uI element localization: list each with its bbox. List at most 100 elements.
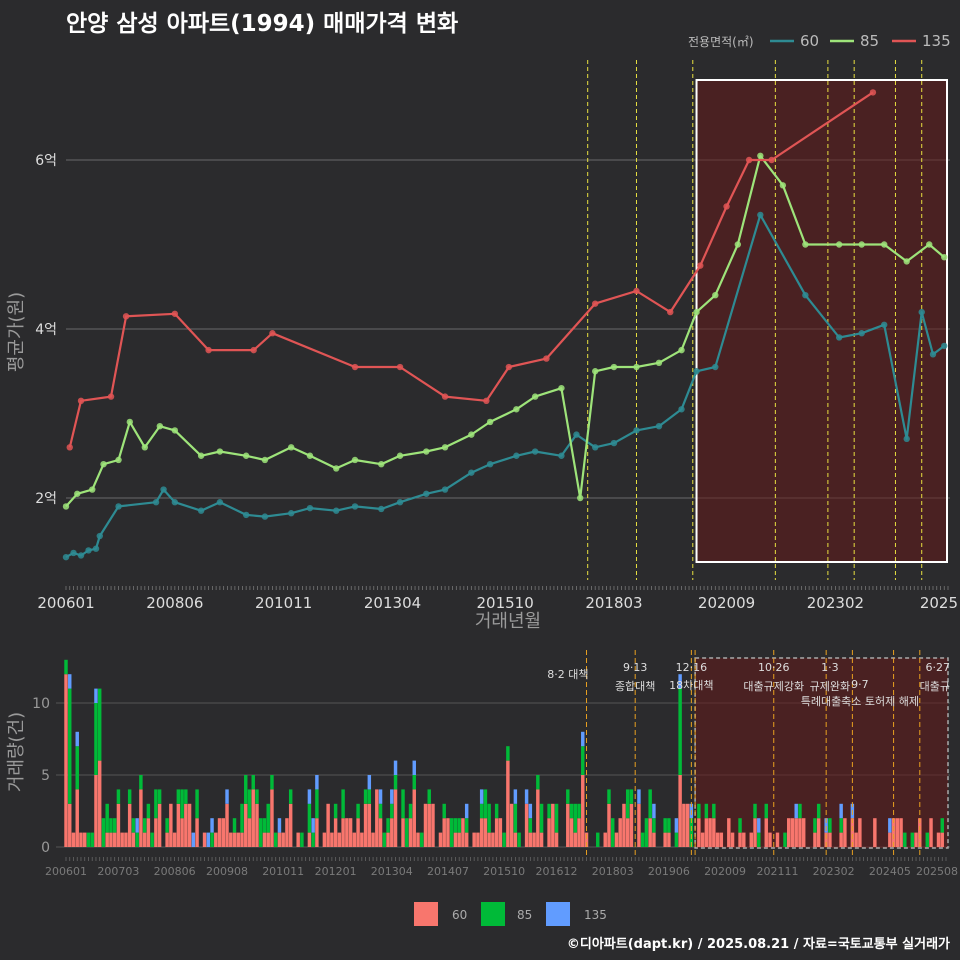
series-135-point bbox=[592, 300, 599, 307]
volume-bar-60 bbox=[940, 832, 944, 847]
volume-bar-60 bbox=[154, 818, 158, 847]
volume-bar-60 bbox=[888, 832, 892, 847]
volume-bar-60 bbox=[109, 832, 113, 847]
series-85-point bbox=[693, 308, 700, 316]
series-60 bbox=[62, 211, 948, 561]
volume-bar-85 bbox=[266, 803, 270, 833]
volume-bar-60 bbox=[386, 832, 390, 847]
volume-bar-60 bbox=[854, 832, 858, 847]
x-tick-label: 202302 bbox=[813, 865, 855, 878]
volume-bar-85 bbox=[97, 688, 102, 761]
volume-bar-60 bbox=[68, 803, 72, 847]
volume-bar-85 bbox=[689, 818, 694, 847]
volume-bar-60 bbox=[64, 674, 68, 847]
volume-bar-60 bbox=[730, 832, 735, 847]
volume-bar-85 bbox=[569, 803, 574, 819]
volume-bar-60 bbox=[487, 832, 491, 847]
series-85-point bbox=[592, 368, 599, 375]
legend-85-label: 85 bbox=[860, 32, 879, 50]
volume-bar-60 bbox=[873, 818, 877, 847]
volume-bar-85 bbox=[816, 803, 821, 819]
volume-bar-60 bbox=[524, 803, 529, 847]
volume-bar-60 bbox=[322, 832, 327, 847]
series-60-point bbox=[62, 553, 70, 561]
volume-bar-85 bbox=[577, 803, 581, 819]
x-tick-label: 201407 bbox=[427, 865, 469, 878]
series-60-point bbox=[592, 444, 599, 451]
series-60-point bbox=[693, 368, 700, 375]
volume-bar-60 bbox=[749, 832, 753, 847]
series-85-point bbox=[423, 448, 430, 455]
series-135-point bbox=[205, 346, 212, 354]
x-tick-label: 201510 bbox=[476, 594, 533, 612]
volume-bar-60 bbox=[217, 818, 222, 847]
volume-bar-60 bbox=[603, 832, 607, 847]
volume-bar-85 bbox=[648, 789, 652, 819]
legend-60-label: 60 bbox=[800, 32, 819, 50]
volume-bar-60 bbox=[528, 832, 533, 847]
series-85-point bbox=[141, 444, 149, 451]
series-85-point bbox=[678, 346, 685, 354]
volume-bar-60 bbox=[266, 832, 270, 847]
volume-bar-85 bbox=[674, 832, 679, 847]
series-135-point bbox=[396, 363, 404, 371]
volume-bar-85 bbox=[528, 818, 533, 833]
volume-bar-60 bbox=[236, 832, 240, 847]
x-tick-label: 201612 bbox=[536, 865, 578, 878]
series-60-point bbox=[261, 513, 269, 520]
series-60-point bbox=[333, 507, 340, 514]
volume-bar-60 bbox=[513, 832, 518, 847]
volume-bar-60 bbox=[337, 832, 342, 847]
volume-bar-60 bbox=[828, 832, 832, 847]
volume-bar-60 bbox=[768, 832, 772, 847]
volume-bar-60 bbox=[416, 832, 420, 847]
volume-bar-60 bbox=[648, 818, 652, 847]
top-legend: 전용면적(㎡) 60 85 135 bbox=[688, 32, 951, 50]
volume-bar-60 bbox=[895, 818, 900, 847]
volume-bar-60 bbox=[461, 818, 465, 847]
volume-bar-60 bbox=[813, 832, 817, 847]
volume-bar-60 bbox=[112, 832, 117, 847]
legend-135-label: 135 bbox=[922, 32, 951, 50]
x-tick-label: 202111 bbox=[756, 865, 798, 878]
series-60-point bbox=[306, 504, 314, 512]
volume-bar-60 bbox=[71, 832, 76, 847]
volume-bar-85 bbox=[738, 818, 742, 833]
series-60-point bbox=[423, 490, 430, 497]
volume-bar-85 bbox=[232, 818, 237, 833]
series-60-point bbox=[941, 342, 948, 350]
volume-bar-60 bbox=[345, 818, 349, 847]
volume-bar-135 bbox=[277, 818, 282, 833]
volume-bar-60 bbox=[618, 818, 622, 847]
volume-bar-60 bbox=[637, 803, 641, 847]
volume-bar-85 bbox=[105, 803, 109, 833]
series-60-point bbox=[197, 507, 205, 514]
series-60-point bbox=[678, 406, 685, 413]
series-85-point bbox=[216, 448, 224, 455]
volume-bar-60 bbox=[356, 818, 360, 847]
volume-bar-85 bbox=[154, 789, 158, 819]
volume-bar-60 bbox=[509, 803, 514, 847]
volume-bar-60 bbox=[483, 818, 488, 847]
volume-bar-60 bbox=[491, 832, 495, 847]
volume-bar-60 bbox=[858, 818, 862, 847]
volume-bar-85 bbox=[420, 832, 424, 847]
volume-bar-85 bbox=[903, 832, 907, 847]
volume-bar-60 bbox=[532, 832, 536, 847]
volume-bar-85 bbox=[315, 789, 319, 819]
policy-annotation: 12·16 bbox=[676, 661, 708, 674]
volume-bar-85 bbox=[150, 832, 154, 847]
volume-bar-60 bbox=[663, 832, 667, 847]
x-tick-label: 201803 bbox=[585, 594, 642, 612]
volume-bar-60 bbox=[176, 803, 181, 847]
volume-bar-135 bbox=[412, 760, 416, 775]
volume-bar-135 bbox=[393, 760, 398, 775]
volume-bar-85 bbox=[273, 832, 278, 847]
volume-bar-85 bbox=[629, 789, 634, 804]
volume-bar-60 bbox=[232, 832, 237, 847]
x-tick-label: 202009 bbox=[704, 865, 746, 878]
price-chart: 2억 4억 6억 200601 200806 201011 201304 201510 2018… bbox=[6, 60, 958, 632]
volume-bar-60 bbox=[790, 818, 795, 847]
volume-bar-60 bbox=[464, 832, 469, 847]
volume-bar-135 bbox=[637, 789, 641, 804]
